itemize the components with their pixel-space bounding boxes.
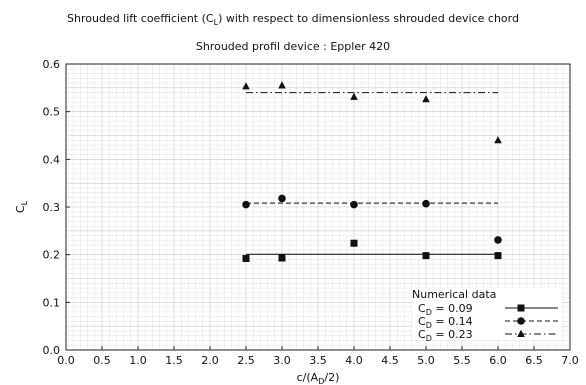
data-point-circle [494,236,502,244]
y-axis-label: CL [14,200,29,213]
data-point-square [350,239,358,247]
x-tick-label: 3.5 [309,354,327,367]
data-point-square [242,254,250,262]
data-point-triangle [278,81,286,89]
data-point-circle [422,199,430,208]
data-point-triangle [494,136,502,144]
y-tick-label: 0.3 [43,201,61,214]
data-point-circle [278,194,286,203]
x-tick-label: 2.5 [237,354,255,367]
x-tick-label: 4.0 [345,354,363,367]
x-tick-label: 4.5 [381,354,399,367]
x-tick-label: 6.5 [525,354,543,367]
x-tick-label: 1.0 [129,354,147,367]
y-tick-label: 0.4 [43,153,61,166]
data-point-triangle [517,329,525,337]
series-circle [242,194,502,244]
x-tick-label: 7.0 [561,354,579,367]
y-tick-label: 0.0 [43,344,61,357]
grid [65,63,571,351]
x-axis-label: c/(AD/2) [297,371,340,385]
y-tick-label: 0.1 [43,296,61,309]
data-point-square [422,252,430,260]
x-tick-label: 3.0 [273,354,291,367]
series-triangle [242,81,502,144]
data-point-triangle [350,92,358,100]
legend-entry-label: CD = 0.14 [418,315,473,330]
data-point-triangle [242,82,250,90]
series-square [242,239,502,262]
y-tick-label: 0.6 [43,58,61,71]
legend-title: Numerical data [412,288,496,301]
y-tick-label: 0.2 [43,249,61,262]
x-tick-label: 5.0 [417,354,435,367]
x-tick-label: 1.5 [165,354,183,367]
x-tick-label: 0.5 [93,354,111,367]
x-tick-label: 6.0 [489,354,507,367]
chart-title: Shrouded lift coefficient (CL) with resp… [67,12,519,28]
x-tick-label: 5.5 [453,354,471,367]
x-tick-label: 2.0 [201,354,219,367]
legend-box [412,288,562,340]
data-point-square [494,252,502,260]
data-point-square [278,254,286,262]
data-point-circle [242,200,250,209]
x-tick-label: 0.0 [57,354,75,367]
legend-entry-label: CD = 0.23 [418,328,473,343]
y-tick-label: 0.5 [43,106,61,119]
data-point-square [517,304,525,312]
data-point-circle [517,317,525,325]
data-point-triangle [422,95,430,103]
legend-entry-label: CD = 0.09 [418,302,473,317]
chart-subtitle: Shrouded profil device : Eppler 420 [195,40,391,53]
data-point-circle [350,200,358,209]
